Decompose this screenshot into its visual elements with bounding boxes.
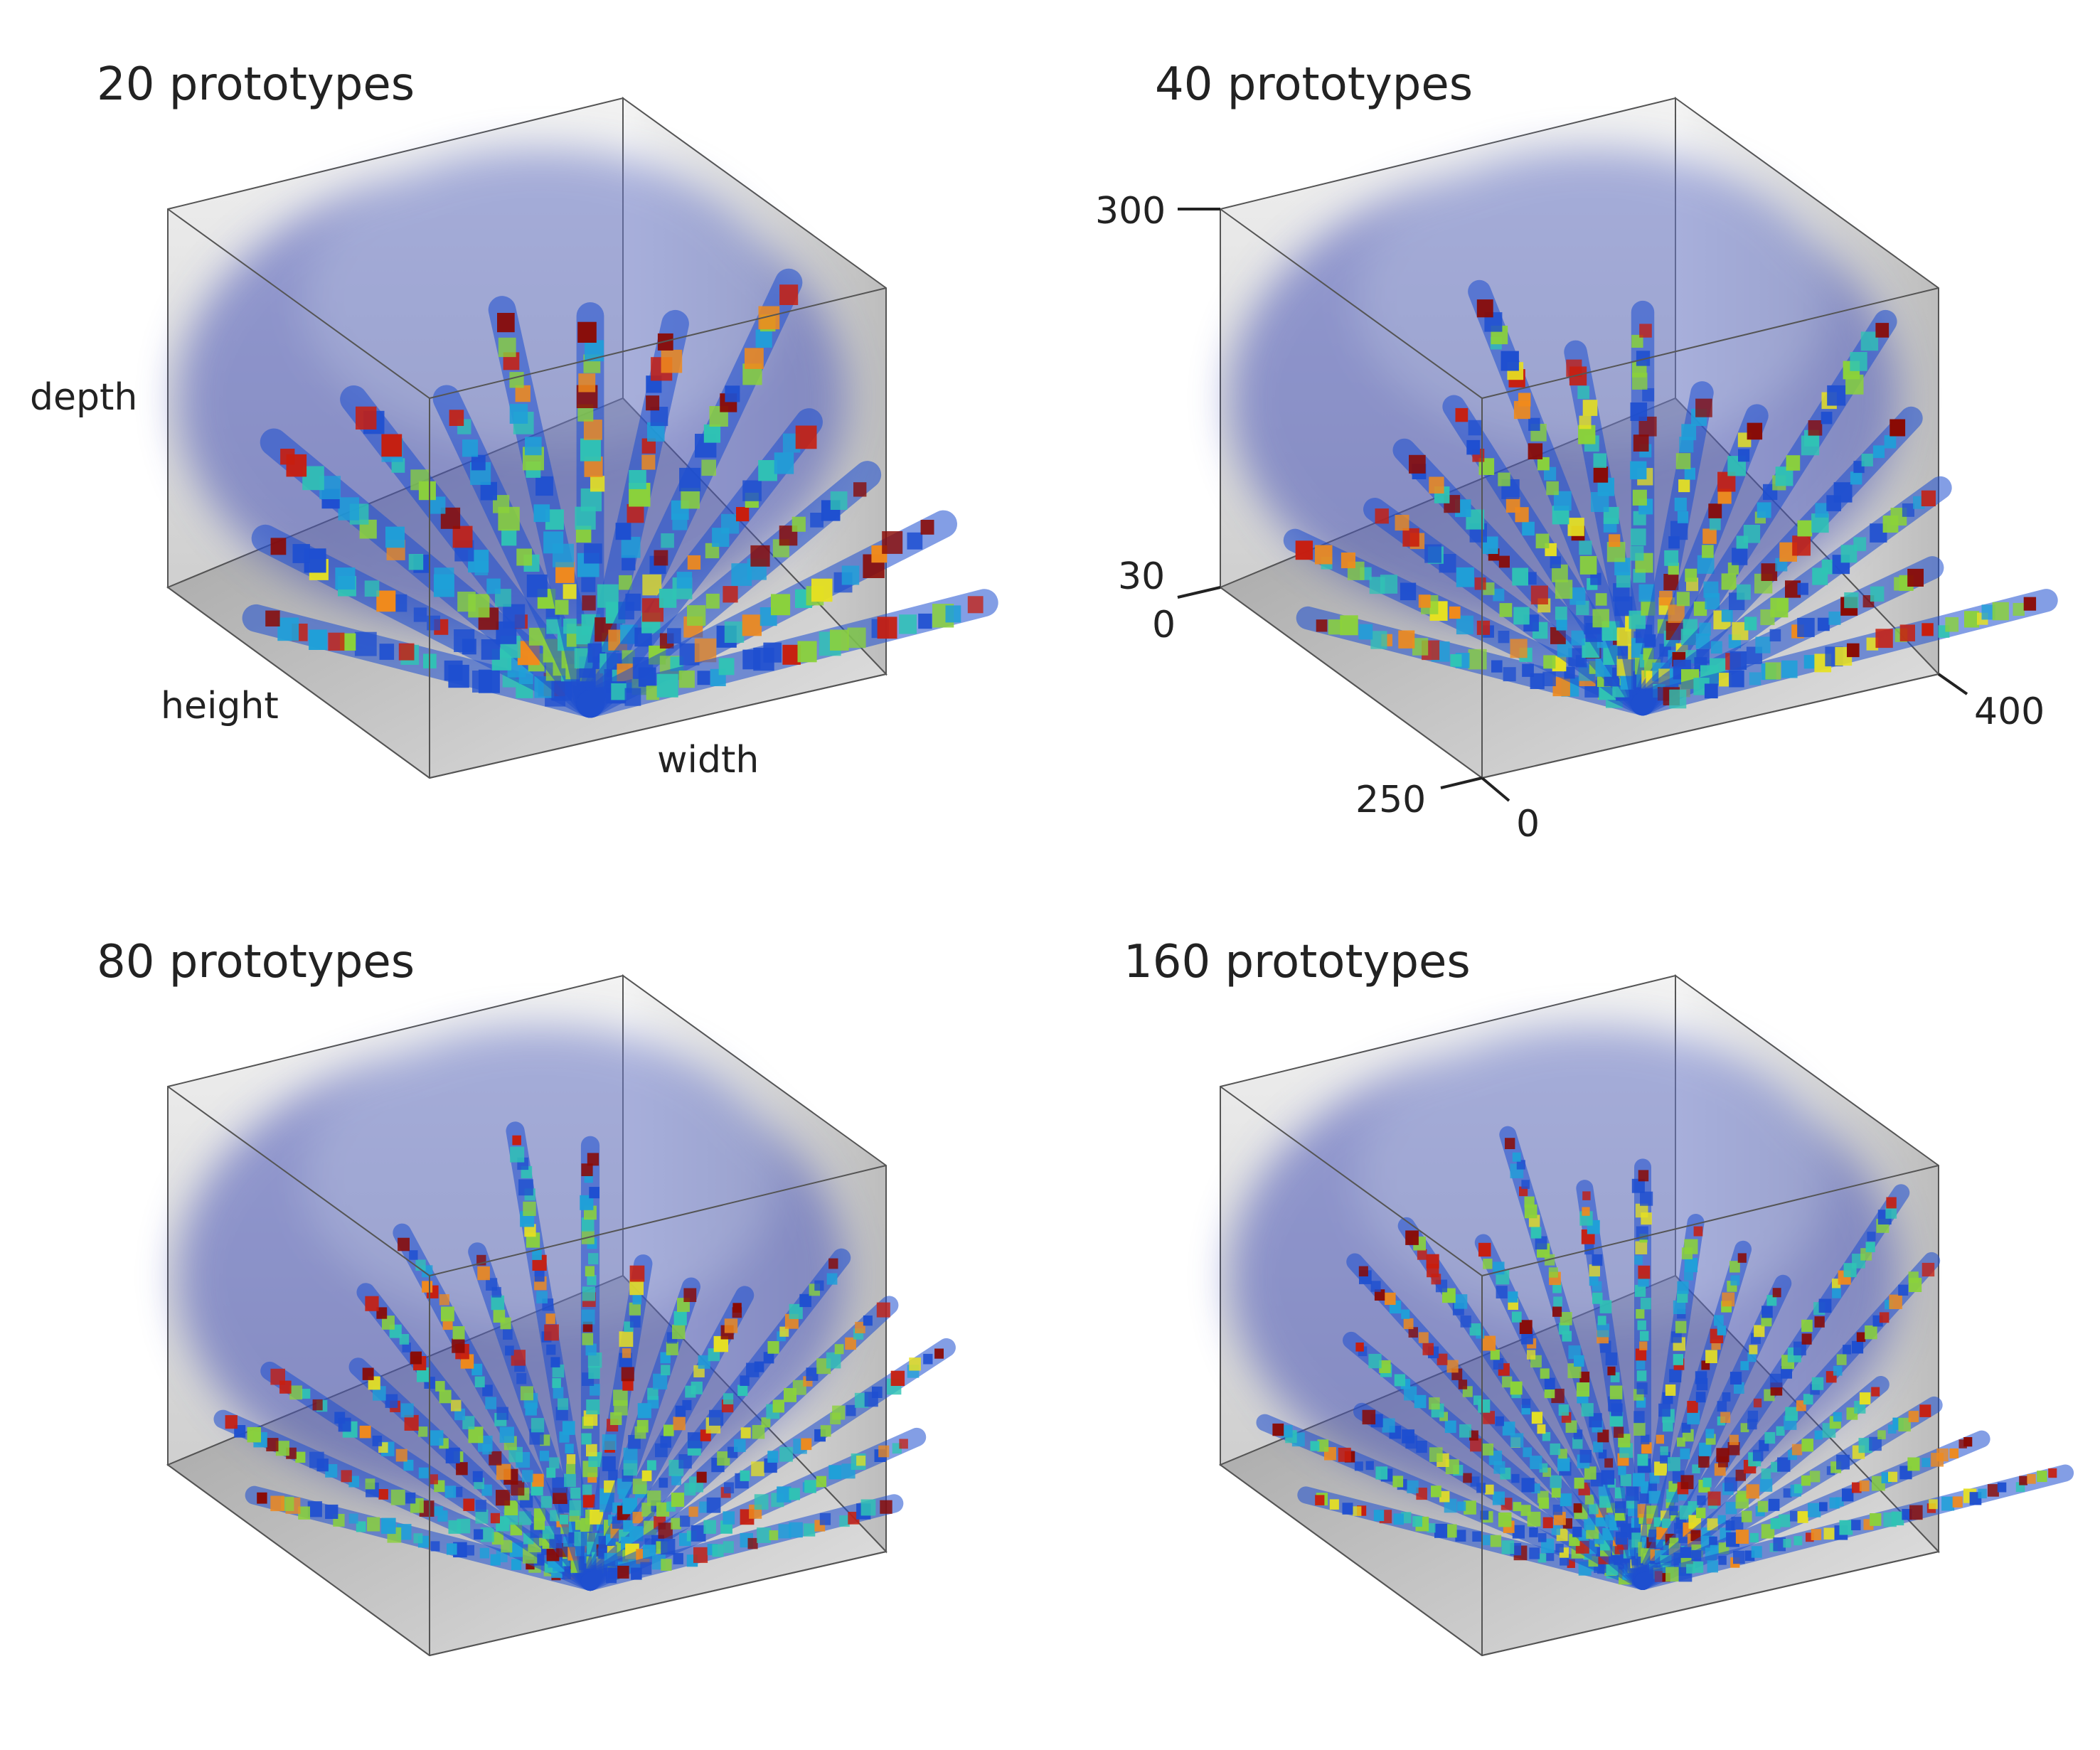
volume-render: [1230, 1027, 2074, 1590]
volume-render: [1230, 149, 2058, 716]
depth-axis-label: depth: [30, 376, 137, 419]
panel-40-prototypes: 40 prototypes 300 30 0 250 0 400: [1095, 58, 2058, 845]
volume-render: [178, 1027, 956, 1591]
height-axis-label: height: [161, 685, 279, 727]
box-front-edges: [1220, 1086, 1939, 1657]
panel-title: 80 prototypes: [97, 936, 415, 988]
panel-160-prototypes: 160 prototypes: [1124, 936, 2074, 1657]
panel-20-prototypes: 20 prototypes depth height width: [30, 58, 998, 781]
panel-title: 160 prototypes: [1124, 936, 1471, 988]
depth-tick-30: 30: [1118, 555, 1165, 598]
height-tick-250: 250: [1355, 779, 1426, 821]
panel-title: 40 prototypes: [1155, 58, 1473, 111]
width-axis-label: width: [657, 739, 759, 781]
origin-tick-0: 0: [1152, 604, 1176, 646]
box-front-edges: [167, 208, 887, 779]
width-tick-400: 400: [1974, 690, 2045, 733]
depth-tick-300: 300: [1095, 190, 1166, 233]
axis-ticks: [1177, 208, 1968, 802]
box-front-edges: [167, 1086, 887, 1657]
volume-render: [178, 149, 998, 718]
panel-80-prototypes: 80 prototypes: [97, 936, 956, 1657]
panel-title: 20 prototypes: [97, 58, 415, 111]
width-tick-0: 0: [1516, 803, 1540, 845]
